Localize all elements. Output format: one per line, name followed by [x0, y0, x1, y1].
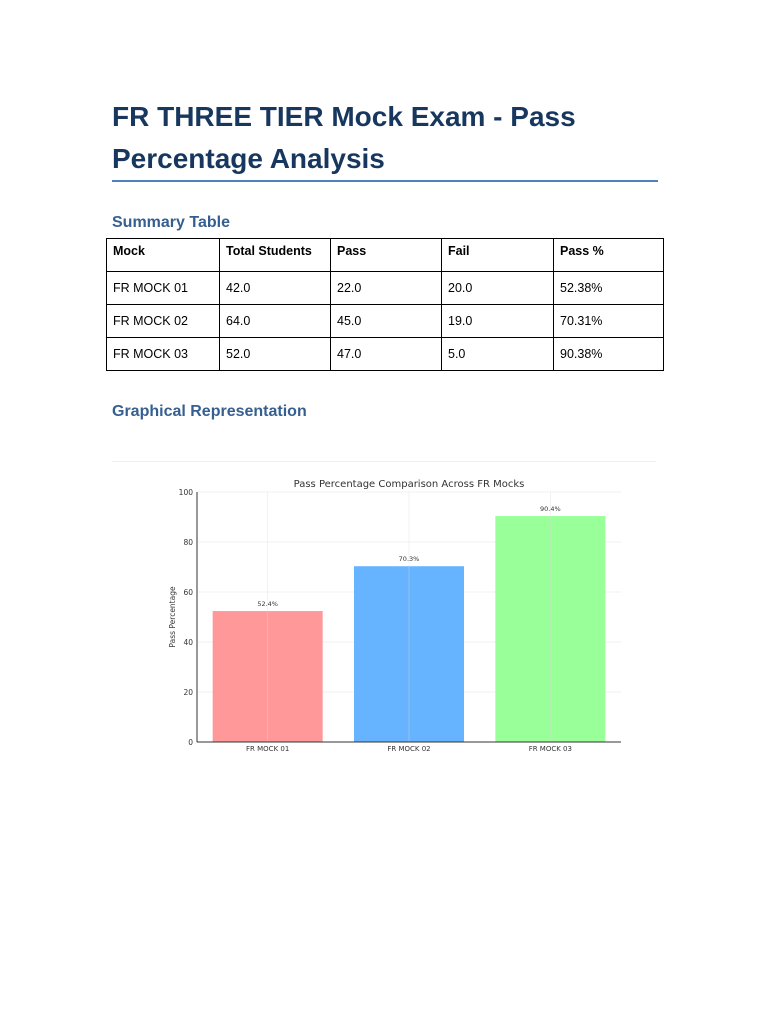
cell: 52.0 — [219, 337, 331, 371]
header-cell: Pass % — [553, 238, 664, 272]
x-tick-label: FR MOCK 03 — [529, 745, 572, 753]
cell: 70.31% — [553, 304, 664, 338]
graph-heading: Graphical Representation — [112, 403, 307, 420]
y-tick-label: 100 — [179, 488, 194, 497]
cell: 64.0 — [219, 304, 331, 338]
cell: 52.38% — [553, 271, 664, 305]
data-label: 70.3% — [399, 555, 420, 563]
y-tick-label: 0 — [188, 738, 193, 747]
y-tick-label: 80 — [183, 538, 193, 547]
chart-title: Pass Percentage Comparison Across FR Moc… — [294, 479, 525, 490]
cell: 90.38% — [553, 337, 664, 371]
y-tick-label: 20 — [183, 688, 193, 697]
cell: 42.0 — [219, 271, 331, 305]
summary-heading: Summary Table — [112, 214, 230, 231]
page-title: FR THREE TIER Mock Exam - Pass Percentag… — [112, 101, 576, 174]
cell: 47.0 — [330, 337, 442, 371]
cell: 19.0 — [441, 304, 554, 338]
chart-top-border — [112, 461, 656, 462]
data-label: 90.4% — [540, 505, 561, 513]
header-cell: Mock — [106, 238, 220, 272]
cell: 20.0 — [441, 271, 554, 305]
y-tick-label: 40 — [183, 638, 193, 647]
table-row: FR MOCK 01 42.0 22.0 20.0 52.38% — [106, 271, 664, 305]
cell: 45.0 — [330, 304, 442, 338]
table-header-row: Mock Total Students Pass Fail Pass % — [106, 238, 664, 272]
cell: 5.0 — [441, 337, 554, 371]
table-row: FR MOCK 03 52.0 47.0 5.0 90.38% — [106, 337, 664, 371]
data-label: 52.4% — [257, 600, 278, 608]
cell: FR MOCK 02 — [106, 304, 220, 338]
summary-table: Mock Total Students Pass Fail Pass % FR … — [106, 238, 664, 371]
bar-chart: Pass Percentage Comparison Across FR Moc… — [168, 479, 621, 753]
y-axis-label: Pass Percentage — [168, 586, 177, 648]
cell: 22.0 — [330, 271, 442, 305]
table-row: FR MOCK 02 64.0 45.0 19.0 70.31% — [106, 304, 664, 338]
header-cell: Pass — [330, 238, 442, 272]
x-tick-label: FR MOCK 01 — [246, 745, 289, 753]
x-tick-label: FR MOCK 02 — [387, 745, 430, 753]
y-tick-label: 60 — [183, 588, 193, 597]
cell: FR MOCK 01 — [106, 271, 220, 305]
header-cell: Fail — [441, 238, 554, 272]
cell: FR MOCK 03 — [106, 337, 220, 371]
header-cell: Total Students — [219, 238, 331, 272]
title-divider — [112, 180, 658, 182]
